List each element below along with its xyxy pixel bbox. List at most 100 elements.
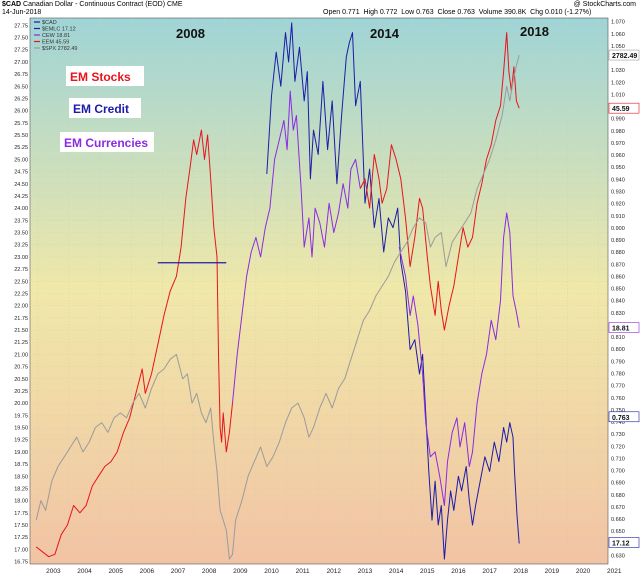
y-right-tick-label: 0.940	[611, 177, 625, 183]
y-left-tick-label: 23.25	[14, 243, 28, 249]
y-right-tick-label: 0.790	[611, 359, 625, 365]
y-left-tick-label: 24.50	[14, 182, 28, 188]
y-right-tick-label: 0.740	[611, 420, 625, 426]
y-right-tick-label: 0.880	[611, 250, 625, 256]
chg-value: 0.010 (-1.27%)	[544, 9, 592, 16]
y-left-tick-label: 22.50	[14, 279, 28, 285]
x-tick-label: 2006	[140, 568, 155, 575]
y-right-tick-label: 0.870	[611, 262, 625, 268]
year-annotation-2008: 2008	[176, 26, 205, 41]
em-credit-label-box: EM Credit	[69, 98, 141, 118]
series-layer	[35, 22, 520, 560]
open-label: Open	[323, 9, 341, 16]
y-right-tick-label: 0.760	[611, 396, 625, 402]
y-right-tick-label: 0.900	[611, 226, 625, 232]
x-tick-label: 2009	[233, 568, 248, 575]
axis-layer: 16.75 17.00 17.25 17.50 17.75 18.00 18.25 18.50…	[14, 20, 625, 575]
y-right-tick-label: 0.840	[611, 299, 625, 305]
y-right-tick-label: 0.810	[611, 335, 625, 341]
legend-entry: $CAD	[42, 20, 57, 26]
high-value: 0.772	[379, 9, 398, 16]
y-right-tick-label: 0.660	[611, 517, 625, 523]
x-tick-label: 2021	[607, 568, 622, 575]
description-label: Canadian Dollar - Continuous Contract (E…	[23, 1, 166, 8]
x-tick-label: 2019	[545, 568, 560, 575]
y-left-tick-label: 17.00	[14, 547, 28, 553]
y-right-tick-label: 1.060	[611, 32, 625, 38]
x-tick-label: 2005	[108, 568, 123, 575]
y-right-tick-label: 0.980	[611, 129, 625, 135]
series-line	[35, 54, 520, 560]
y-left-tick-label: 27.25	[14, 48, 28, 54]
last-value-label: 17.12	[612, 541, 630, 548]
x-tick-label: 2011	[296, 568, 310, 575]
y-left-tick-label: 18.75	[14, 462, 28, 468]
legend-entry: EEM 45.59	[42, 40, 69, 46]
y-left-tick-label: 26.50	[14, 84, 28, 90]
last-value-label: 18.81	[612, 326, 630, 333]
y-right-tick-label: 0.670	[611, 505, 625, 511]
y-left-tick-label: 22.75	[14, 267, 28, 273]
y-left-tick-label: 27.00	[14, 60, 28, 66]
y-left-tick-label: 20.75	[14, 365, 28, 371]
y-left-tick-label: 17.25	[14, 535, 28, 541]
x-tick-label: 2014	[389, 568, 404, 575]
series-line	[232, 90, 361, 404]
last-value-label: 2782.49	[612, 53, 637, 60]
y-right-tick-label: 0.710	[611, 456, 625, 462]
y-right-tick-label: 0.910	[611, 214, 625, 220]
high-label: High	[363, 9, 378, 16]
y-left-tick-label: 18.25	[14, 486, 28, 492]
y-left-tick-label: 25.25	[14, 145, 28, 151]
open-value: 0.771	[342, 9, 360, 16]
x-tick-label: 2016	[451, 568, 466, 575]
grid-layer	[30, 18, 608, 564]
y-left-tick-label: 20.50	[14, 377, 28, 383]
volume-label: Volume	[478, 9, 503, 16]
legend-entry: $EMLC 17.12	[42, 27, 76, 33]
y-left-tick-label: 25.00	[14, 157, 28, 163]
y-right-tick-label: 1.070	[611, 20, 625, 26]
y-left-tick-label: 19.75	[14, 413, 28, 419]
y-right-tick-label: 0.690	[611, 481, 625, 487]
chart-header-line1: $CAD Canadian Dollar - Continuous Contra…	[2, 1, 183, 8]
last-value-box	[608, 102, 640, 114]
y-left-tick-label: 19.00	[14, 450, 28, 456]
legend-entry: $SPX 2782.49	[42, 46, 77, 52]
y-right-tick-label: 0.990	[611, 117, 625, 123]
x-tick-label: 2003	[46, 568, 61, 575]
x-tick-label: 2012	[327, 568, 342, 575]
y-left-tick-label: 22.25	[14, 291, 28, 297]
y-left-tick-label: 25.75	[14, 121, 28, 127]
y-right-tick-label: 0.720	[611, 444, 625, 450]
legend-entry: CEW 18.81	[42, 33, 70, 39]
y-left-tick-label: 19.50	[14, 426, 28, 432]
y-right-tick-label: 1.020	[611, 80, 625, 86]
y-right-tick-label: 0.800	[611, 347, 625, 353]
y-left-tick-label: 26.75	[14, 72, 28, 78]
exchange-label: CME	[166, 1, 183, 8]
y-left-tick-label: 20.25	[14, 389, 28, 395]
x-tick-label: 2013	[358, 568, 373, 575]
y-left-tick-label: 23.75	[14, 218, 28, 224]
quote-bar: Open 0.771 High 0.772 Low 0.763 Close 0.…	[323, 9, 591, 16]
x-tick-label: 2020	[576, 568, 591, 575]
low-label: Low	[401, 9, 415, 16]
close-label: Close	[437, 9, 456, 16]
y-right-tick-label: 0.970	[611, 141, 625, 147]
y-left-tick-label: 27.50	[14, 36, 28, 42]
series-line	[398, 212, 520, 506]
series-line	[266, 22, 520, 560]
y-right-tick-label: 0.850	[611, 287, 625, 293]
y-right-tick-label: 0.730	[611, 432, 625, 438]
y-right-tick-label: 0.890	[611, 238, 625, 244]
y-right-tick-label: 0.950	[611, 165, 625, 171]
y-right-tick-label: 0.930	[611, 190, 625, 196]
y-right-tick-label: 0.770	[611, 384, 625, 390]
symbol-label: $CAD	[2, 1, 22, 8]
year-annotation-2018: 2018	[520, 24, 549, 39]
y-right-tick-label: 1.030	[611, 68, 625, 74]
